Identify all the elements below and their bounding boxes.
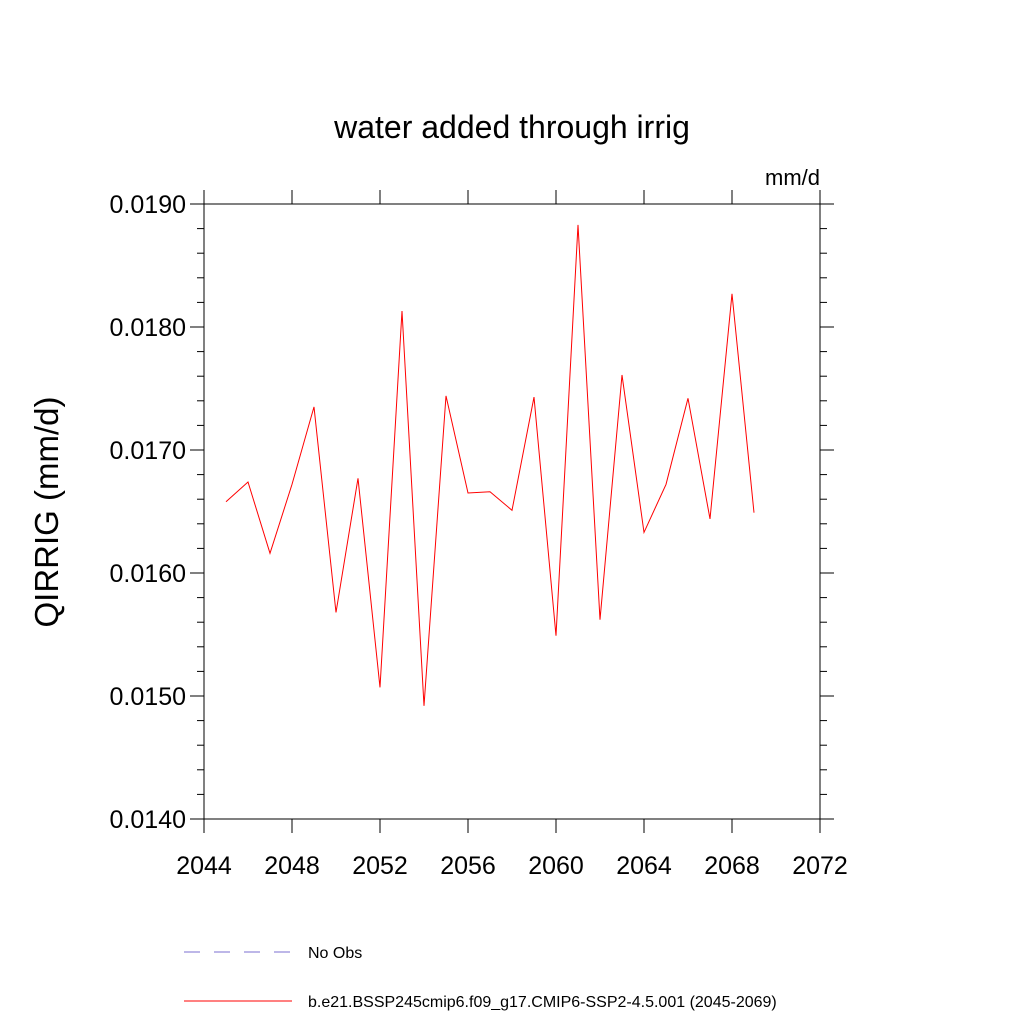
chart-title: water added through irrig [333,109,690,145]
y-tick-label: 0.0160 [110,560,186,588]
legend: No Obs b.e21.BSSP245cmip6.f09_g17.CMIP6-S… [184,945,777,1011]
y-axis-ticks: 0.0140 0.0150 0.0160 0.0170 0.0180 0.0190 [110,191,834,834]
y-tick-label: 0.0190 [110,191,186,219]
legend-label: No Obs [308,945,362,962]
x-tick-label: 2056 [440,852,496,880]
plot-frame [203,203,821,820]
y-tick-label: 0.0180 [110,314,186,342]
units-label: mm/d [765,165,820,190]
y-tick-label: 0.0150 [110,683,186,711]
y-tick-label: 0.0140 [110,806,186,834]
legend-label: b.e21.BSSP245cmip6.f09_g17.CMIP6-SSP2-4.… [308,994,777,1011]
x-tick-label: 2068 [704,852,760,880]
y-axis-label: QIRRIG (mm/d) [28,397,65,628]
plot-border [203,203,821,820]
x-tick-label: 2052 [352,852,408,880]
y-tick-label: 0.0170 [110,437,186,465]
x-tick-label: 2060 [528,852,584,880]
x-axis-ticks: 2044 2048 2052 2056 2060 2064 2068 2072 [176,190,848,880]
series-line [225,224,755,706]
x-tick-label: 2064 [616,852,672,880]
x-tick-label: 2044 [176,852,232,880]
x-tick-label: 2072 [792,852,848,880]
x-tick-label: 2048 [264,852,320,880]
series-layer [225,224,755,706]
